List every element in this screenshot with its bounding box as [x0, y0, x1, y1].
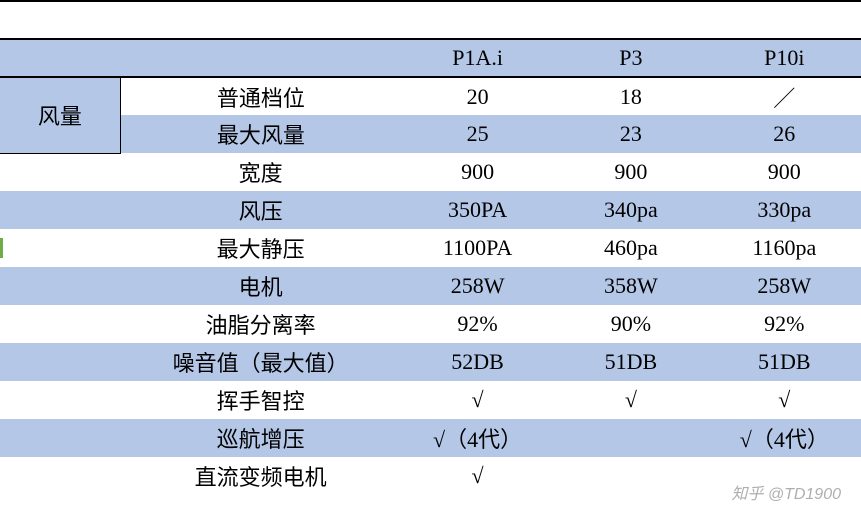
- table-blank-row: [0, 1, 861, 39]
- comparison-table: P1A.i P3 P10i 风量 普通档位 20 18 ／ 最大风量 25 23…: [0, 0, 861, 495]
- table-header-row: P1A.i P3 P10i: [0, 39, 861, 77]
- cell-p3: 18: [554, 77, 707, 115]
- table-row: 直流变频电机 √: [0, 457, 861, 495]
- cell-p10i: 330pa: [708, 191, 861, 229]
- cell-p3: 23: [554, 115, 707, 153]
- row-label: 最大风量: [120, 115, 401, 153]
- cell-p10i: ／: [708, 77, 861, 115]
- table-row: 油脂分离率 92% 90% 92%: [0, 305, 861, 343]
- cell-p10i: √: [708, 381, 861, 419]
- cell-p3: 358W: [554, 267, 707, 305]
- cell-p10i: 26: [708, 115, 861, 153]
- cell-p10i: 900: [708, 153, 861, 191]
- row-label: 挥手智控: [120, 381, 401, 419]
- header-blank-1: [0, 39, 120, 77]
- table-row: 电机 258W 358W 258W: [0, 267, 861, 305]
- table-row: 宽度 900 900 900: [0, 153, 861, 191]
- cell-p1a: 25: [401, 115, 554, 153]
- row-label: 噪音值（最大值）: [120, 343, 401, 381]
- rowspan-label: 风量: [0, 77, 120, 153]
- cell-p3: √: [554, 381, 707, 419]
- cell-p1a: 900: [401, 153, 554, 191]
- cell-p1a: 92%: [401, 305, 554, 343]
- table-row: 最大静压 1100PA 460pa 1160pa: [0, 229, 861, 267]
- cell-p1a: 258W: [401, 267, 554, 305]
- cell-p3: [554, 457, 707, 495]
- table-row: 风量 普通档位 20 18 ／: [0, 77, 861, 115]
- header-p1a: P1A.i: [401, 39, 554, 77]
- row-label: 巡航增压: [120, 419, 401, 457]
- cell-p3: 900: [554, 153, 707, 191]
- row-label: 直流变频电机: [120, 457, 401, 495]
- table-row: 最大风量 25 23 26: [0, 115, 861, 153]
- cell-p1a: 20: [401, 77, 554, 115]
- row-label: 最大静压: [120, 229, 401, 267]
- cell-p3: 340pa: [554, 191, 707, 229]
- row-label: 电机: [120, 267, 401, 305]
- header-blank-2: [120, 39, 401, 77]
- table-row: 巡航增压 √（4代） √（4代）: [0, 419, 861, 457]
- cell-p3: 460pa: [554, 229, 707, 267]
- cell-p3: 51DB: [554, 343, 707, 381]
- cell-p10i: √（4代）: [708, 419, 861, 457]
- header-p10i: P10i: [708, 39, 861, 77]
- cell-p1a: √（4代）: [401, 419, 554, 457]
- cell-p10i: 258W: [708, 267, 861, 305]
- cell-p1a: √: [401, 457, 554, 495]
- table-row: 挥手智控 √ √ √: [0, 381, 861, 419]
- row-label: 宽度: [120, 153, 401, 191]
- cell-p1a: √: [401, 381, 554, 419]
- cell-p1a: 52DB: [401, 343, 554, 381]
- cell-p1a: 350PA: [401, 191, 554, 229]
- table-row: 风压 350PA 340pa 330pa: [0, 191, 861, 229]
- cell-p3: [554, 419, 707, 457]
- header-p3: P3: [554, 39, 707, 77]
- cell-p3: 90%: [554, 305, 707, 343]
- cell-p10i: [708, 457, 861, 495]
- row-label: 油脂分离率: [120, 305, 401, 343]
- cell-p10i: 1160pa: [708, 229, 861, 267]
- cell-p10i: 92%: [708, 305, 861, 343]
- cell-p1a: 1100PA: [401, 229, 554, 267]
- row-label: 风压: [120, 191, 401, 229]
- table-row: 噪音值（最大值） 52DB 51DB 51DB: [0, 343, 861, 381]
- cell-p10i: 51DB: [708, 343, 861, 381]
- row-label: 普通档位: [120, 77, 401, 115]
- green-indicator: [0, 238, 3, 258]
